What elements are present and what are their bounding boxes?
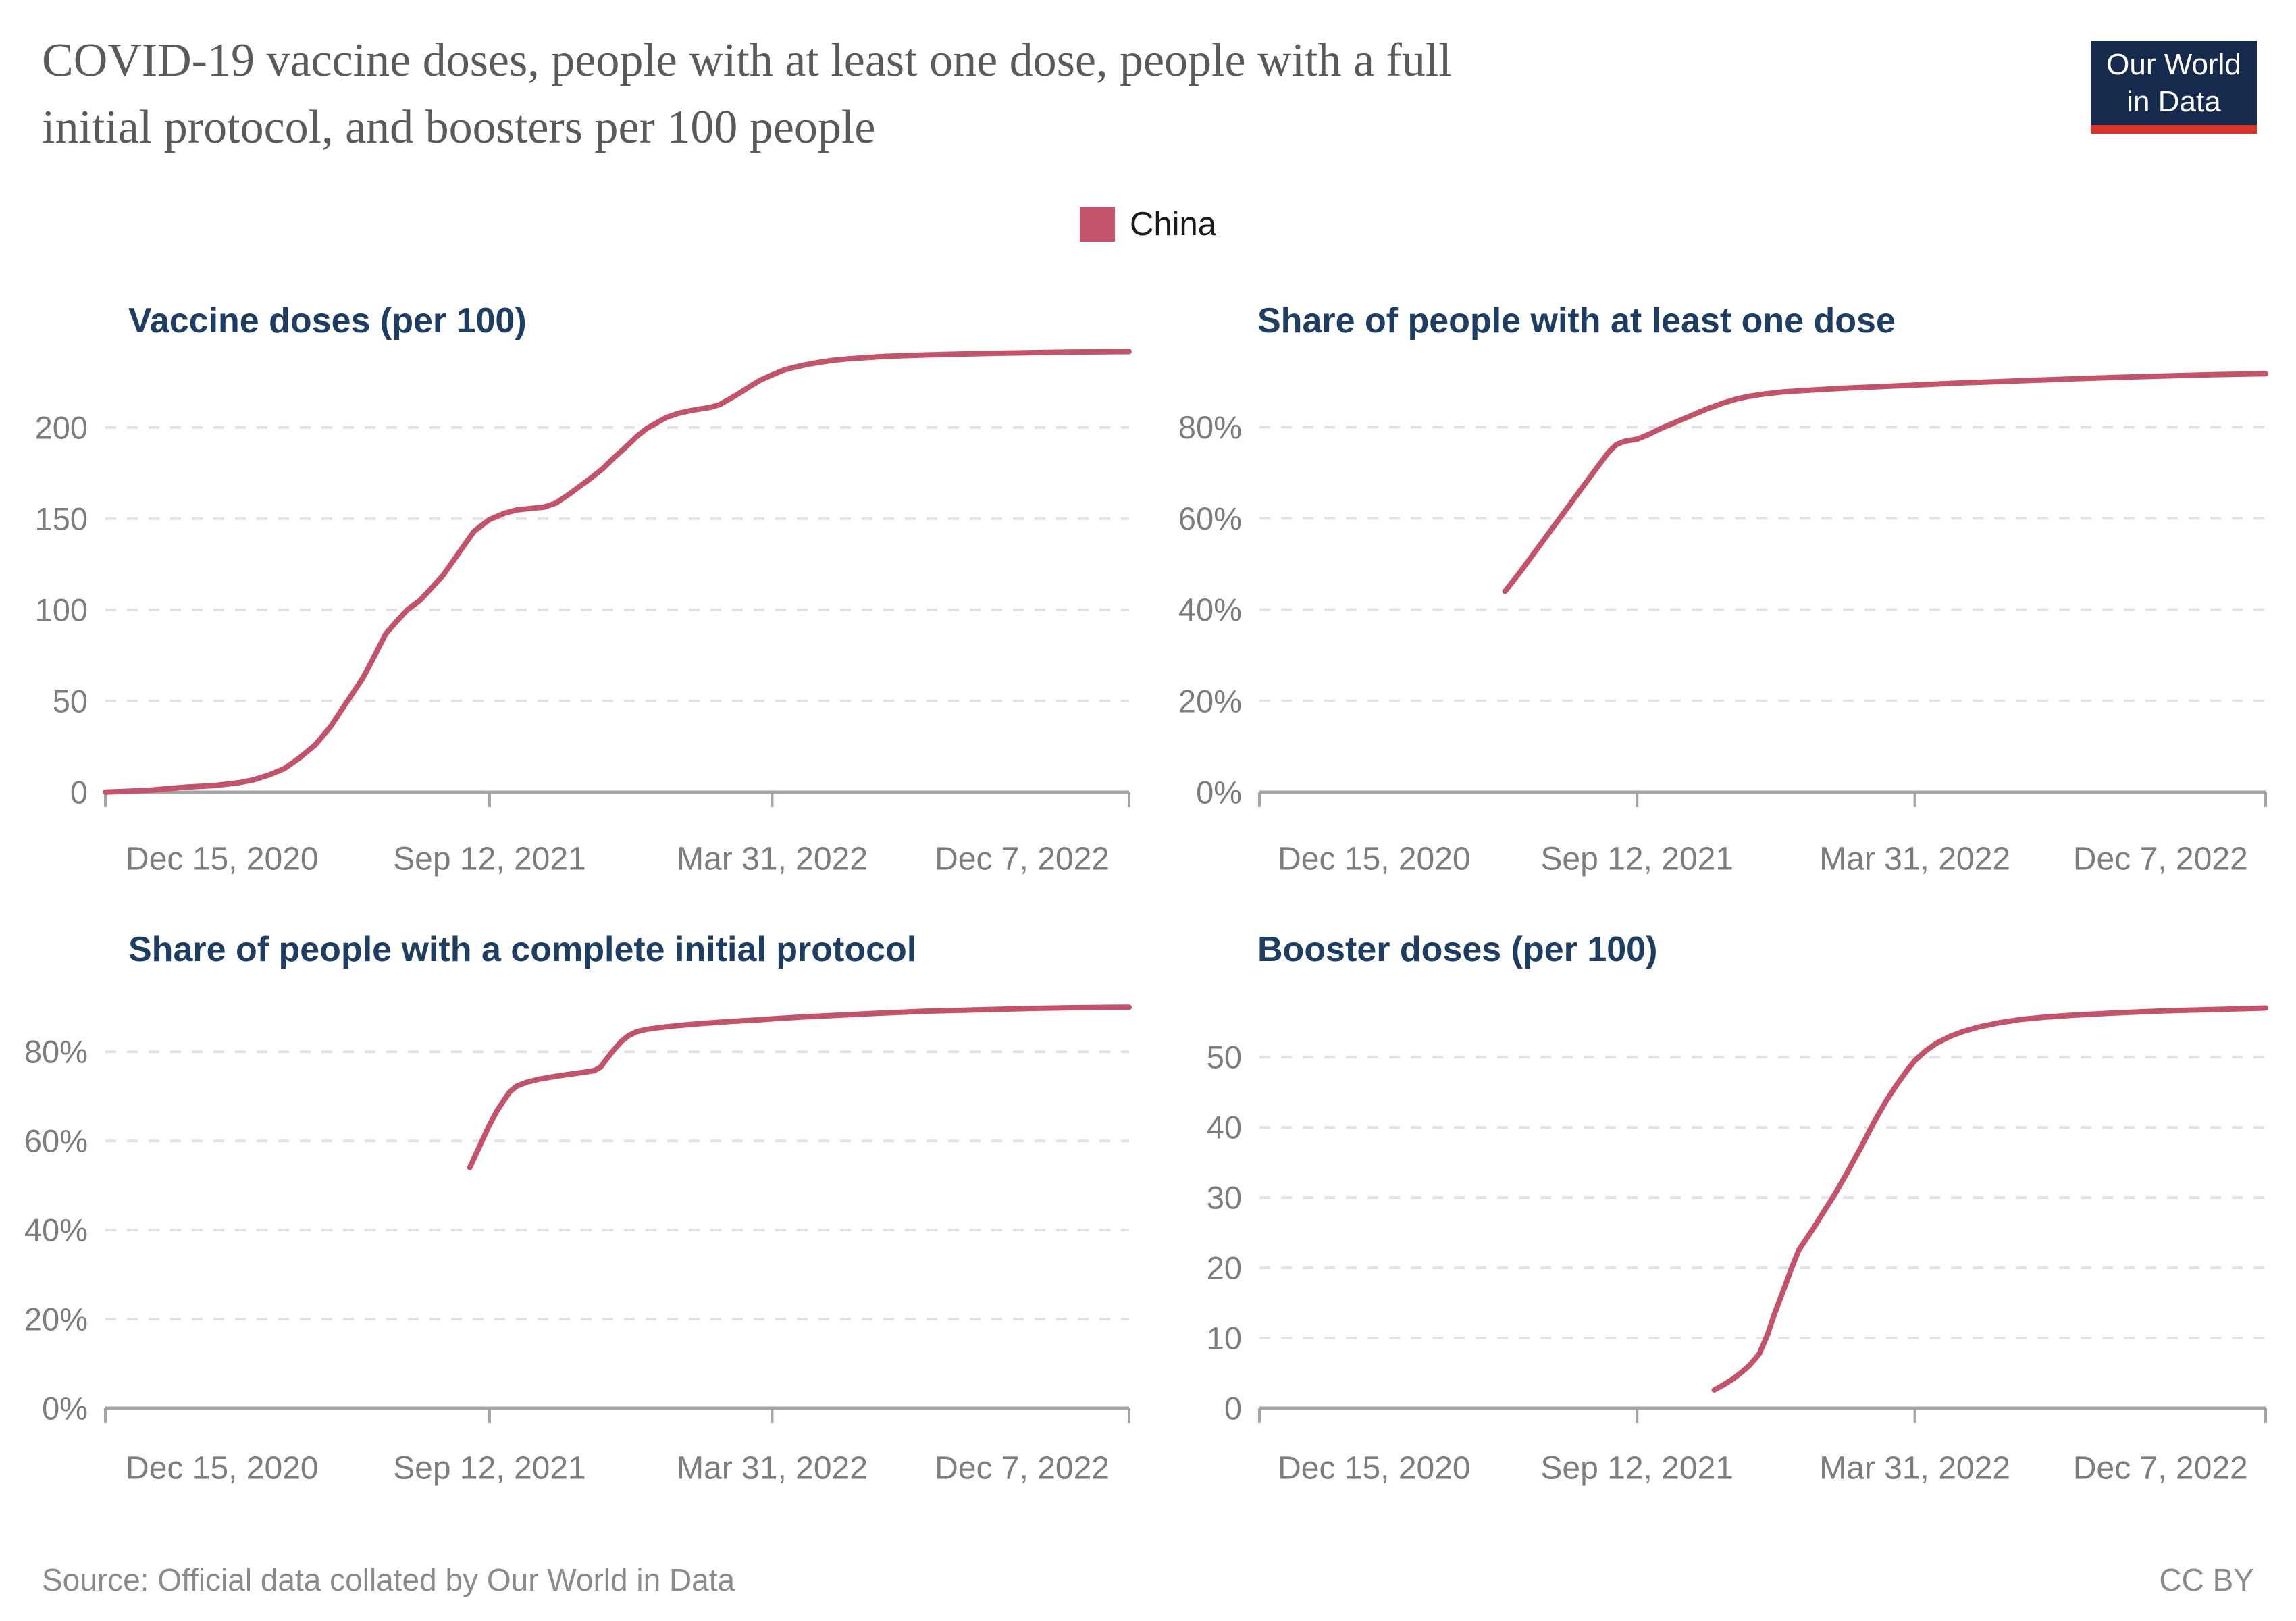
chart-title-complete-protocol: Share of people with a complete initial … (128, 930, 917, 969)
x-tick-label: Dec 7, 2022 (2073, 1451, 2248, 1487)
x-tick-label: Dec 15, 2020 (126, 1451, 319, 1487)
owid-logo-line-2: in Data (2127, 84, 2221, 118)
series-line-china (1502, 371, 2268, 594)
y-tick-label: 60% (24, 1123, 88, 1159)
chart-title-at-least-one-dose: Share of people with at least one dose (1257, 301, 1896, 340)
x-tick-label: Dec 15, 2020 (1278, 1451, 1471, 1487)
owid-logo-text: Our World in Data (2091, 41, 2257, 125)
y-tick-label: 80% (1178, 409, 1242, 445)
y-tick-label: 150 (35, 500, 88, 536)
y-tick-label: 80% (24, 1034, 88, 1070)
x-tick-label: Mar 31, 2022 (1819, 842, 2010, 877)
x-tick-label: Sep 12, 2021 (393, 842, 586, 877)
page-title-line-1: COVID-19 vaccine doses, people with at l… (42, 34, 1452, 86)
y-tick-label: 100 (35, 592, 88, 627)
license-badge: CC BY (2159, 1562, 2254, 1597)
y-tick-label: 40% (1178, 592, 1242, 627)
line-chart-complete-protocol: 0% 20% 40% 60% 80% Dec 15, 2020 Sep 12, 2021 Ma… (24, 1004, 1132, 1487)
y-tick-label: 40% (24, 1212, 88, 1248)
y-tick-label: 30 (1207, 1180, 1242, 1216)
x-tick-label: Dec 15, 2020 (1278, 842, 1471, 877)
line-chart-at-least-one-dose: 0% 20% 40% 60% 80% Dec 15, 2020 Sep 12, 2021 Ma… (1178, 371, 2268, 877)
x-tick-label: Mar 31, 2022 (677, 1451, 868, 1487)
y-tick-label: 60% (1178, 500, 1242, 536)
series-line-china (467, 1004, 1132, 1170)
x-tick-label: Mar 31, 2022 (1819, 1451, 2010, 1487)
x-tick-label: Mar 31, 2022 (677, 842, 868, 877)
line-chart-booster-doses: 0 10 20 30 40 50 Dec 15, 2020 Sep 12, 2021 Mar 3… (1207, 1005, 2268, 1487)
y-tick-label: 20% (1178, 683, 1242, 719)
x-tick-label: Sep 12, 2021 (393, 1451, 586, 1487)
x-tick-label: Dec 15, 2020 (126, 842, 319, 877)
legend-label-china: China (1129, 206, 1217, 242)
y-tick-label: 0% (42, 1391, 88, 1426)
y-tick-label: 40 (1207, 1110, 1242, 1146)
page-title-line-2: initial protocol, and boosters per 100 p… (42, 101, 876, 153)
y-tick-label: 20% (24, 1302, 88, 1337)
x-tick-label: Sep 12, 2021 (1540, 842, 1733, 877)
page-title: COVID-19 vaccine doses, people with at l… (42, 27, 2075, 161)
y-tick-label: 0 (70, 775, 88, 810)
x-tick-label: Sep 12, 2021 (1540, 1451, 1733, 1487)
source-note: Source: Official data collated by Our Wo… (42, 1562, 735, 1597)
y-tick-label: 50 (1207, 1039, 1242, 1075)
series-line-china (1711, 1005, 2268, 1393)
x-tick-label: Dec 7, 2022 (935, 1451, 1110, 1487)
y-tick-label: 10 (1207, 1320, 1242, 1356)
series-line-china (103, 349, 1132, 795)
chart-title-booster-doses: Booster doses (per 100) (1257, 930, 1658, 969)
owid-logo-line-1: Our World (2106, 47, 2241, 81)
y-tick-label: 200 (35, 409, 88, 445)
x-tick-label: Dec 7, 2022 (935, 842, 1110, 877)
y-tick-label: 50 (53, 683, 88, 719)
footer: Source: Official data collated by Our Wo… (42, 1562, 2254, 1598)
y-tick-label: 0 (1224, 1391, 1242, 1426)
y-tick-label: 0% (1196, 775, 1242, 810)
x-tick-label: Dec 7, 2022 (2073, 842, 2248, 877)
legend: China (0, 205, 2296, 243)
owid-logo: Our World in Data (2091, 41, 2257, 134)
line-chart-vaccine-doses: 0 50 100 150 200 Dec 15, 2020 Sep 12, 2021 Mar … (35, 349, 1132, 877)
owid-logo-accent-bar (2091, 125, 2257, 134)
legend-swatch-china (1079, 207, 1115, 242)
chart-title-vaccine-doses: Vaccine doses (per 100) (128, 301, 527, 340)
y-tick-label: 20 (1207, 1250, 1242, 1286)
